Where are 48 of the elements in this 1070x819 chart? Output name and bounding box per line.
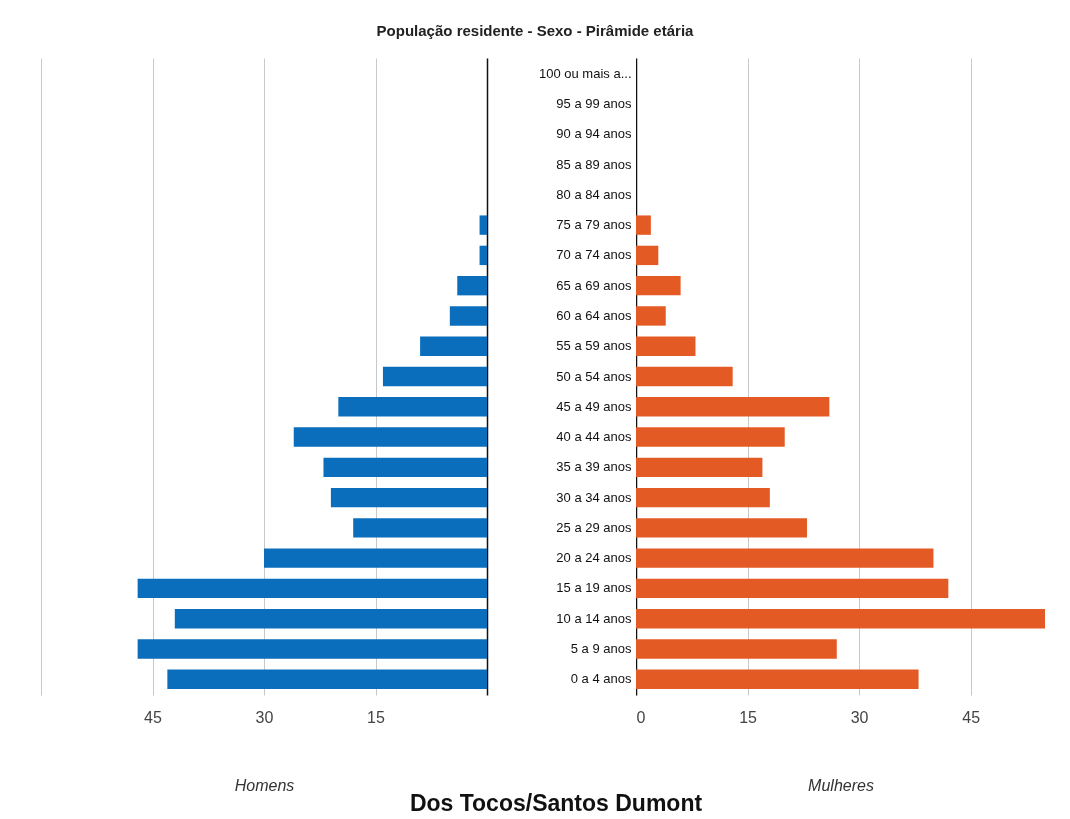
y-tick-label: 5 a 9 anos: [570, 640, 632, 656]
bar: [137, 578, 487, 599]
bar: [449, 306, 487, 326]
bar: [382, 366, 487, 387]
x-tick-label: 45: [962, 708, 981, 726]
y-tick-label: 60 a 64 anos: [556, 307, 632, 323]
bar: [457, 275, 487, 296]
x-axis-title: Homens: [234, 776, 295, 794]
y-tick-label: 0 a 4 anos: [570, 671, 632, 687]
y-tick-label: 15 a 19 anos: [556, 580, 632, 596]
text: População residente - Sexo - Pirâmide etária: [375, 22, 695, 39]
y-tick-label: 50 a 54 anos: [556, 368, 632, 384]
y-tick-label: 10 a 14 anos: [556, 610, 632, 626]
bar: [323, 457, 487, 478]
bar: [479, 245, 487, 266]
x-tick-label: 30: [850, 708, 869, 726]
bar: [353, 518, 487, 538]
y-tick-label: 40 a 44 anos: [556, 429, 632, 445]
bar: [338, 397, 487, 417]
x-tick-label: 45: [144, 708, 162, 726]
y-tick-label: 100 ou mais a...: [539, 65, 632, 81]
bar: [420, 336, 487, 356]
y-tick-label: 30 a 34 anos: [556, 489, 632, 505]
y-tick-label: 20 a 24 anos: [556, 550, 632, 566]
y-tick-label: 45 a 49 anos: [556, 398, 632, 414]
bar: [293, 427, 487, 447]
bar: [264, 548, 487, 568]
bar: [174, 609, 487, 629]
y-tick-label: 75 a 79 anos: [556, 217, 632, 233]
y-tick-label: 25 a 29 anos: [556, 519, 632, 535]
y-tick-label: 90 a 94 anos: [556, 126, 632, 142]
x-tick-label: 30: [255, 708, 274, 726]
y-tick-label: 80 a 84 anos: [556, 186, 632, 202]
y-tick-label: 55 a 59 anos: [556, 338, 632, 354]
bar: [479, 215, 487, 235]
y-tick-label: 70 a 74 anos: [556, 247, 632, 263]
y-tick-label: 65 a 69 anos: [556, 277, 632, 293]
bar: [330, 487, 487, 508]
x-tick-label: 0: [636, 708, 646, 726]
x-axis-title: Mulheres: [808, 776, 874, 794]
y-tick-label: 35 a 39 anos: [556, 459, 632, 475]
x-tick-label: 15: [367, 708, 385, 726]
text: Dos Tocos/Santos Dumont: [409, 790, 703, 816]
bar: [167, 669, 487, 689]
bar: [137, 639, 487, 659]
x-tick-label: 15: [739, 708, 758, 726]
y-tick-label: 85 a 89 anos: [556, 156, 632, 172]
y-tick-label: 95 a 99 anos: [556, 96, 632, 112]
